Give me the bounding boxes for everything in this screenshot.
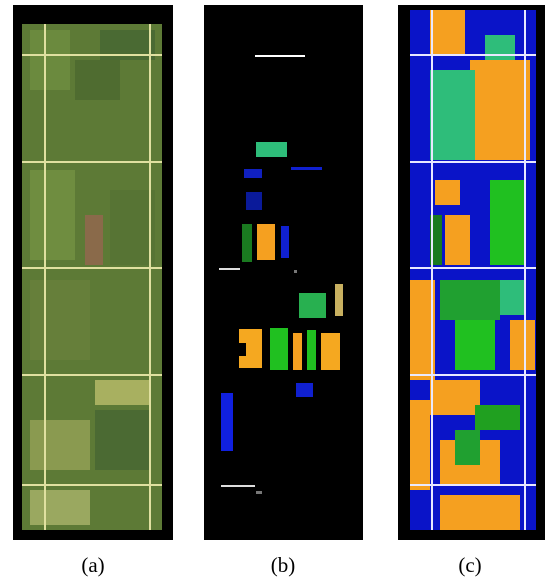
field [85, 215, 103, 265]
field [110, 190, 155, 265]
class-region [445, 215, 470, 265]
class-region [255, 55, 305, 57]
class-region [470, 60, 530, 160]
class-region [435, 180, 460, 205]
road-lines [410, 10, 536, 530]
panel-c [398, 5, 545, 540]
class-region [246, 192, 262, 210]
class-region [291, 167, 322, 170]
class-region [256, 491, 262, 494]
class-region [321, 333, 340, 370]
class-region [257, 224, 275, 260]
field [30, 490, 90, 525]
field [30, 420, 90, 470]
class-region [242, 224, 252, 262]
class-region [221, 485, 255, 487]
class-region [430, 380, 480, 415]
class-region [299, 293, 326, 318]
roads [22, 24, 162, 530]
class-region [410, 280, 435, 380]
class-region [455, 320, 495, 370]
class-region [440, 280, 500, 320]
panel-frame [204, 5, 363, 540]
class-region [510, 320, 535, 370]
class-region [256, 142, 287, 157]
field [95, 380, 150, 405]
class-region [430, 10, 465, 55]
class-region [281, 226, 289, 258]
class-region [244, 169, 262, 178]
class-region [296, 383, 313, 397]
class-region [221, 393, 233, 451]
class-region [294, 270, 297, 273]
caption: (c) [458, 553, 481, 577]
class-region [475, 405, 520, 430]
class-region [430, 70, 475, 160]
class-region [219, 268, 240, 270]
class-region [490, 180, 525, 265]
class-region [307, 330, 316, 370]
class-region [485, 35, 515, 60]
panel-a [13, 5, 173, 540]
field [75, 60, 120, 100]
class-region [293, 333, 302, 370]
caption: (b) [271, 553, 296, 577]
field [30, 280, 90, 360]
panel-b [204, 5, 363, 540]
class-region [270, 328, 288, 370]
field [95, 410, 150, 470]
caption: (a) [81, 553, 104, 577]
class-region [335, 284, 343, 316]
class-region [500, 280, 525, 315]
class-region [410, 400, 430, 490]
field [30, 170, 75, 260]
class-region [239, 329, 262, 368]
field [30, 30, 70, 90]
class-region [440, 495, 520, 530]
class-region [455, 430, 480, 465]
